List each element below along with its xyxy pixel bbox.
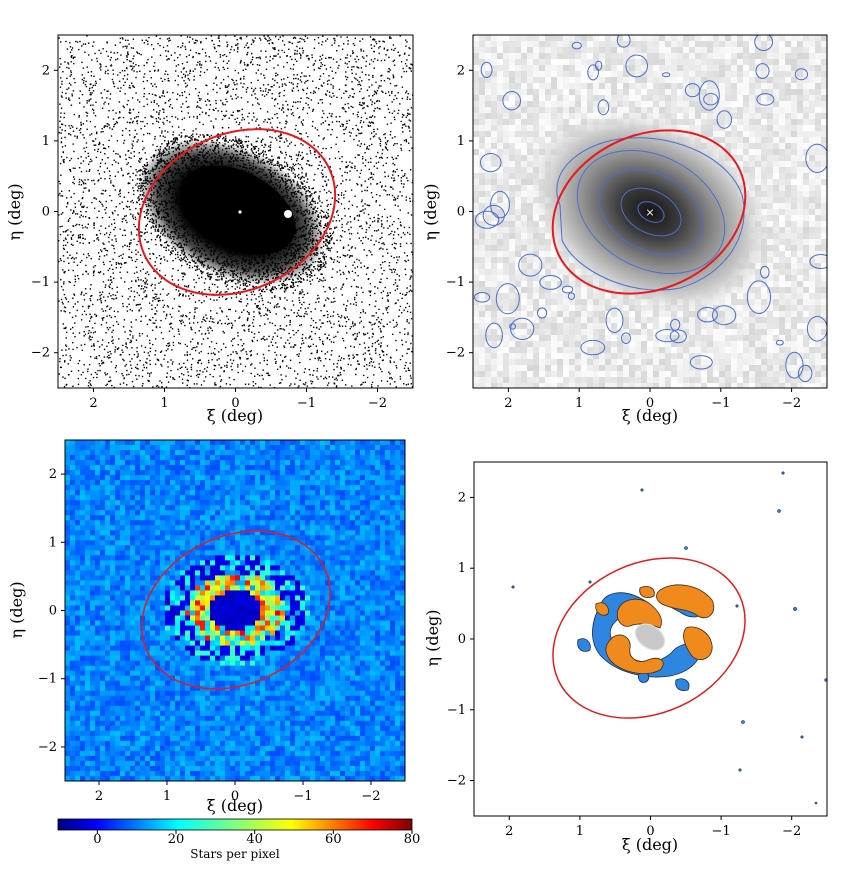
colorbar-tick-label: 20 bbox=[168, 832, 185, 847]
x-tick-label: −2 bbox=[368, 396, 387, 411]
residual-map bbox=[474, 462, 827, 816]
masked-core bbox=[634, 623, 666, 651]
y-tick-label: 2 bbox=[457, 63, 465, 78]
x-axis-label: ξ (deg) bbox=[622, 406, 678, 425]
y-tick-label: 1 bbox=[49, 535, 57, 550]
y-tick-label: 1 bbox=[42, 134, 50, 149]
ticks: 2 2 1 1 0 0 −1 −1 −2 −2 bbox=[38, 467, 381, 804]
colorbar-tick-label: 40 bbox=[246, 832, 263, 847]
y-tick-label: −2 bbox=[38, 740, 57, 755]
y-tick-label: −2 bbox=[31, 346, 50, 361]
x-tick-label: 0 bbox=[646, 396, 654, 411]
x-tick-label: 2 bbox=[89, 396, 97, 411]
overdensity-region bbox=[595, 584, 715, 674]
x-tick-label: 1 bbox=[575, 396, 583, 411]
y-tick-label: 0 bbox=[458, 632, 466, 647]
tidal-ellipse bbox=[552, 557, 746, 719]
x-tick-label: −2 bbox=[782, 396, 801, 411]
bright-star-marker bbox=[284, 210, 292, 218]
x-axis-label: ξ (deg) bbox=[207, 796, 263, 815]
x-tick-label: 2 bbox=[95, 789, 103, 804]
x-tick-label: −1 bbox=[293, 789, 312, 804]
tidal-ellipse bbox=[137, 128, 337, 296]
x-tick-label: 2 bbox=[505, 824, 513, 839]
y-tick-label: −2 bbox=[447, 774, 466, 789]
panel-star-map: 2 2 1 1 0 0 −1 −1 −2 −2 ξ (deg) η (deg) bbox=[5, 34, 414, 425]
y-tick-label: −1 bbox=[38, 672, 57, 687]
panel-density-contour: × 2 2 1 1 0 0 −1 −1 −2 −2 ξ (deg) η (deg) bbox=[421, 34, 828, 425]
y-tick-label: 0 bbox=[49, 604, 57, 619]
colorbar-gradient bbox=[57, 818, 413, 831]
y-tick-label: 1 bbox=[458, 561, 466, 576]
colorbar-tick-label: 80 bbox=[404, 832, 421, 847]
y-tick-label: 2 bbox=[42, 63, 50, 78]
x-tick-label: −1 bbox=[711, 396, 730, 411]
density-map bbox=[473, 35, 827, 388]
y-tick-label: 0 bbox=[457, 205, 465, 220]
y-tick-label: 1 bbox=[457, 134, 465, 149]
y-tick-label: −1 bbox=[447, 703, 466, 718]
center-x-marker: × bbox=[645, 206, 654, 219]
center-marker bbox=[238, 210, 242, 214]
x-axis-label: ξ (deg) bbox=[207, 406, 263, 425]
x-tick-label: −2 bbox=[361, 789, 380, 804]
panel-residual-contour: 2 2 1 1 0 0 −1 −1 −2 −2 ξ (deg) η (deg) bbox=[423, 461, 828, 854]
x-tick-label: 0 bbox=[646, 824, 654, 839]
panel-heatmap: 2 2 1 1 0 0 −1 −1 −2 −2 ξ (deg) η (deg) 0 20 40 60 80… bbox=[7, 439, 420, 861]
x-tick-label: −2 bbox=[782, 824, 801, 839]
x-tick-label: −1 bbox=[297, 396, 316, 411]
ticks: 2 2 1 1 0 0 −1 −1 −2 −2 bbox=[31, 63, 387, 411]
y-tick-label: 0 bbox=[42, 205, 50, 220]
ticks: 2 2 1 1 0 0 −1 −1 −2 −2 bbox=[446, 63, 801, 411]
colorbar-label: Stars per pixel bbox=[190, 847, 280, 861]
noise-contours bbox=[474, 35, 827, 383]
core-dense bbox=[180, 165, 296, 255]
colorbar-tick-label: 60 bbox=[325, 832, 342, 847]
y-axis-label: η (deg) bbox=[423, 609, 442, 666]
y-tick-label: −1 bbox=[31, 275, 50, 290]
x-axis-label: ξ (deg) bbox=[622, 835, 678, 854]
x-tick-label: 1 bbox=[160, 396, 168, 411]
y-tick-label: −2 bbox=[446, 346, 465, 361]
colorbar: 0 20 40 60 80 Stars per pixel bbox=[57, 818, 420, 861]
colorbar-ticks: 0 20 40 60 80 bbox=[93, 830, 420, 847]
x-tick-label: 0 bbox=[231, 396, 239, 411]
y-tick-label: 2 bbox=[458, 490, 466, 505]
x-tick-label: −1 bbox=[712, 824, 731, 839]
y-axis-label: η (deg) bbox=[7, 581, 26, 638]
y-tick-label: 2 bbox=[49, 467, 57, 482]
tidal-ellipse bbox=[551, 129, 747, 295]
x-tick-label: 1 bbox=[576, 824, 584, 839]
tidal-ellipse bbox=[141, 530, 331, 690]
ticks: 2 2 1 1 0 0 −1 −1 −2 −2 bbox=[447, 490, 801, 839]
heatmap-cells bbox=[65, 440, 405, 781]
y-axis-label: η (deg) bbox=[421, 183, 440, 240]
density-contours bbox=[556, 137, 745, 291]
noise-specks bbox=[511, 471, 827, 805]
heatmap-grid bbox=[65, 440, 405, 781]
y-tick-label: −1 bbox=[446, 275, 465, 290]
x-tick-label: 1 bbox=[163, 789, 171, 804]
star-scatter bbox=[58, 35, 413, 388]
x-tick-label: 0 bbox=[231, 789, 239, 804]
x-tick-label: 2 bbox=[504, 396, 512, 411]
colorbar-tick-label: 0 bbox=[93, 832, 101, 847]
y-axis-label: η (deg) bbox=[5, 183, 24, 240]
